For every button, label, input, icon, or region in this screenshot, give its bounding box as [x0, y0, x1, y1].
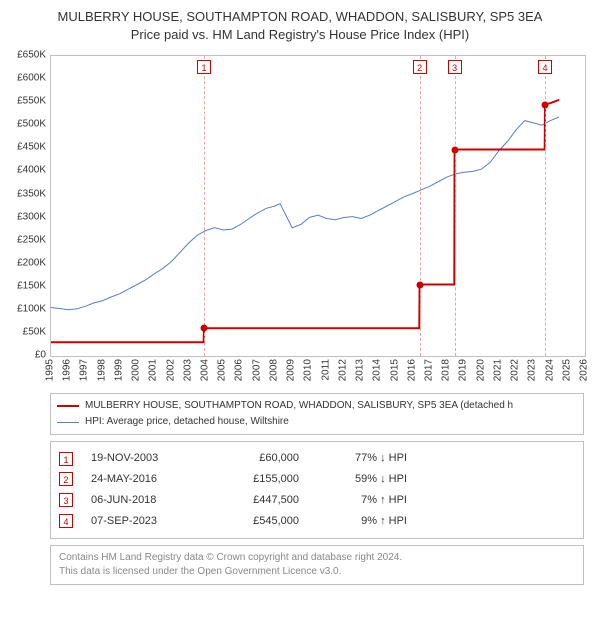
event-number: 3: [59, 493, 73, 507]
x-tick-label: 2026: [579, 359, 590, 381]
x-tick-label: 2007: [251, 359, 262, 381]
legend-label: HPI: Average price, detached house, Wilt…: [85, 414, 289, 430]
event-vline: [420, 56, 421, 356]
event-pct: 77% ↓ HPI: [317, 448, 407, 469]
legend-swatch: [57, 405, 79, 407]
sale-point: [200, 325, 207, 332]
x-tick-label: 2015: [389, 359, 400, 381]
x-tick-label: 2021: [492, 359, 503, 381]
y-tick-label: £400K: [8, 165, 46, 176]
title-line1: MULBERRY HOUSE, SOUTHAMPTON ROAD, WHADDO…: [8, 8, 592, 26]
event-marker: 2: [413, 60, 427, 74]
series-svg: [51, 56, 585, 356]
y-tick-label: £550K: [8, 96, 46, 107]
x-tick-label: 2009: [286, 359, 297, 381]
event-pct: 9% ↑ HPI: [317, 511, 407, 532]
x-tick-label: 2006: [234, 359, 245, 381]
x-tick-label: 2004: [200, 359, 211, 381]
event-date: 19-NOV-2003: [91, 448, 201, 469]
x-tick-label: 2012: [337, 359, 348, 381]
event-price: £447,500: [219, 490, 299, 511]
x-tick-label: 1998: [96, 359, 107, 381]
x-tick-label: 2022: [510, 359, 521, 381]
legend: MULBERRY HOUSE, SOUTHAMPTON ROAD, WHADDO…: [50, 393, 584, 435]
event-number: 1: [59, 452, 73, 466]
x-tick-label: 2008: [268, 359, 279, 381]
x-tick-label: 1996: [62, 359, 73, 381]
hpi-line: [51, 117, 559, 310]
y-tick-label: £50K: [8, 327, 46, 338]
event-vline: [204, 56, 205, 356]
title-line2: Price paid vs. HM Land Registry's House …: [8, 26, 592, 44]
y-tick-label: £650K: [8, 50, 46, 61]
legend-swatch: [57, 422, 79, 423]
event-marker: 4: [538, 60, 552, 74]
x-tick-label: 2010: [303, 359, 314, 381]
x-tick-label: 2003: [182, 359, 193, 381]
chart-title: MULBERRY HOUSE, SOUTHAMPTON ROAD, WHADDO…: [8, 8, 592, 43]
event-vline: [455, 56, 456, 356]
x-tick-label: 2017: [423, 359, 434, 381]
chart: £0 £50K £100K £150K £200K £250K £300K £350K £400…: [8, 47, 592, 387]
event-number: 2: [59, 472, 73, 486]
x-tick-label: 2020: [475, 359, 486, 381]
x-tick-label: 2023: [527, 359, 538, 381]
x-tick-label: 1995: [45, 359, 56, 381]
footer-line1: Contains HM Land Registry data © Crown c…: [59, 551, 575, 565]
x-tick-label: 2005: [217, 359, 228, 381]
x-tick-label: 1997: [79, 359, 90, 381]
event-row: 1 19-NOV-2003 £60,000 77% ↓ HPI: [59, 448, 575, 469]
legend-item: MULBERRY HOUSE, SOUTHAMPTON ROAD, WHADDO…: [57, 398, 577, 414]
y-tick-label: £450K: [8, 142, 46, 153]
x-tick-label: 2013: [355, 359, 366, 381]
y-tick-label: £600K: [8, 73, 46, 84]
x-tick-label: 2011: [320, 359, 331, 381]
legend-item: HPI: Average price, detached house, Wilt…: [57, 414, 577, 430]
event-date: 07-SEP-2023: [91, 511, 201, 532]
y-tick-label: £250K: [8, 234, 46, 245]
event-row: 4 07-SEP-2023 £545,000 9% ↑ HPI: [59, 511, 575, 532]
x-tick-label: 2014: [372, 359, 383, 381]
y-tick-label: £100K: [8, 303, 46, 314]
footer: Contains HM Land Registry data © Crown c…: [50, 545, 584, 585]
y-tick-label: £350K: [8, 188, 46, 199]
event-row: 3 06-JUN-2018 £447,500 7% ↑ HPI: [59, 490, 575, 511]
event-number: 4: [59, 514, 73, 528]
event-date: 06-JUN-2018: [91, 490, 201, 511]
x-tick-label: 2024: [544, 359, 555, 381]
y-tick-label: £500K: [8, 119, 46, 130]
x-tick-label: 2002: [165, 359, 176, 381]
event-price: £155,000: [219, 469, 299, 490]
event-price: £545,000: [219, 511, 299, 532]
x-tick-label: 1999: [113, 359, 124, 381]
event-pct: 59% ↓ HPI: [317, 469, 407, 490]
x-tick-label: 2019: [458, 359, 469, 381]
y-tick-label: £200K: [8, 257, 46, 268]
legend-label: MULBERRY HOUSE, SOUTHAMPTON ROAD, WHADDO…: [85, 398, 513, 414]
event-row: 2 24-MAY-2016 £155,000 59% ↓ HPI: [59, 469, 575, 490]
y-tick-label: £0: [8, 350, 46, 361]
event-price: £60,000: [219, 448, 299, 469]
x-tick-label: 2016: [406, 359, 417, 381]
sale-point: [416, 281, 423, 288]
event-date: 24-MAY-2016: [91, 469, 201, 490]
x-tick-label: 2000: [131, 359, 142, 381]
x-tick-label: 2001: [148, 359, 159, 381]
y-tick-label: £150K: [8, 280, 46, 291]
footer-line2: This data is licensed under the Open Gov…: [59, 565, 575, 579]
event-marker: 1: [197, 60, 211, 74]
event-marker: 3: [448, 60, 462, 74]
sale-point: [451, 146, 458, 153]
plot-area: 1 2 3 4: [50, 55, 586, 357]
events-table: 1 19-NOV-2003 £60,000 77% ↓ HPI 2 24-MAY-2016…: [50, 441, 584, 539]
sale-point: [542, 101, 549, 108]
x-tick-label: 2025: [561, 359, 572, 381]
y-tick-label: £300K: [8, 211, 46, 222]
event-pct: 7% ↑ HPI: [317, 490, 407, 511]
x-tick-label: 2018: [441, 359, 452, 381]
